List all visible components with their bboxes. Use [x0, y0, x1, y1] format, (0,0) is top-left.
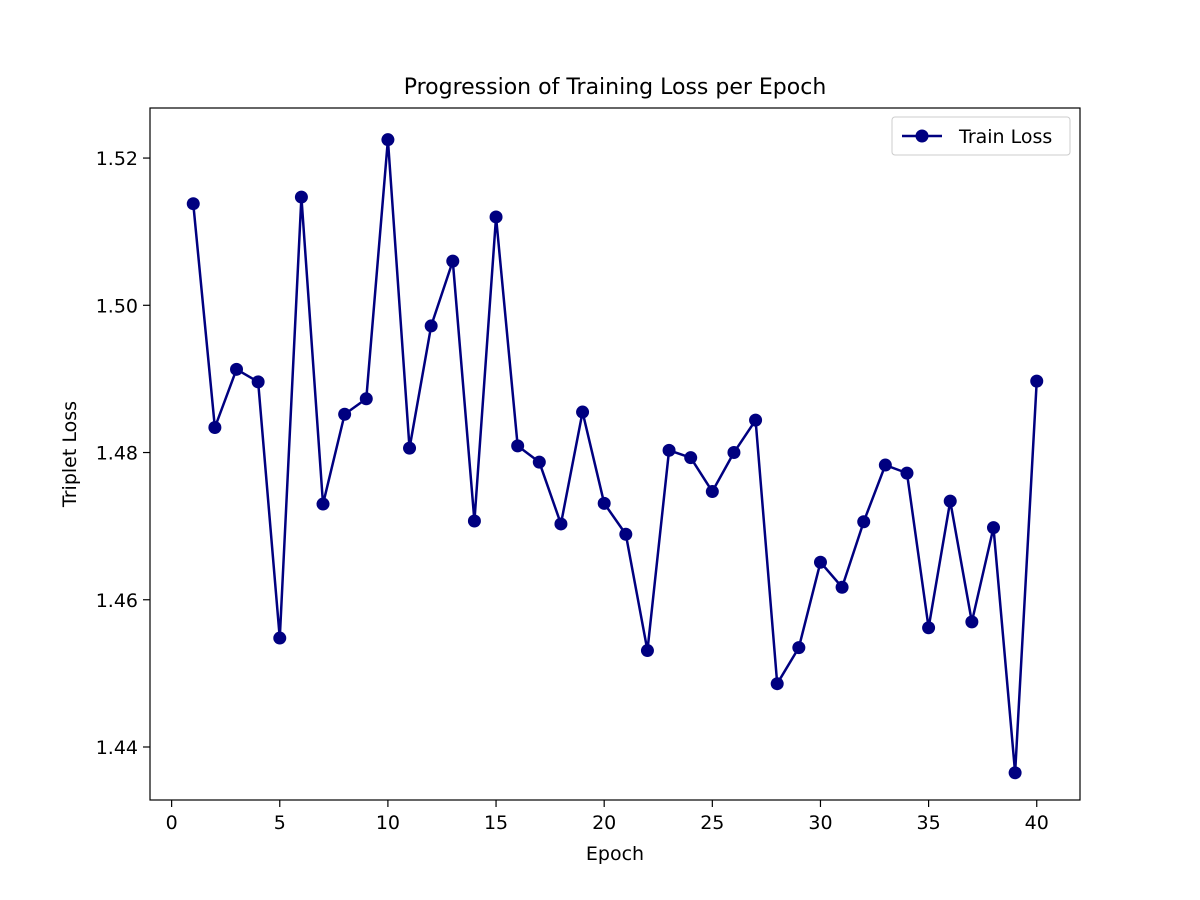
x-tick-label: 40 — [1025, 812, 1049, 834]
data-point — [424, 319, 438, 333]
y-axis-ticks: 1.44 1.46 1.48 1.50 1.52 — [96, 148, 150, 759]
x-tick-label: 10 — [376, 812, 400, 834]
data-point — [532, 455, 546, 469]
data-point — [1030, 374, 1044, 388]
plot-frame — [149, 107, 1081, 801]
x-tick-label: 15 — [484, 812, 508, 834]
data-point — [186, 197, 200, 211]
x-axis-label: Epoch — [586, 843, 644, 865]
data-point — [619, 527, 633, 541]
data-point — [230, 362, 244, 376]
data-point — [727, 446, 741, 460]
data-point — [943, 494, 957, 508]
data-point — [576, 405, 590, 419]
data-point — [316, 497, 330, 511]
x-tick-label: 5 — [274, 812, 286, 834]
chart-title: Progression of Training Loss per Epoch — [404, 75, 827, 100]
data-point — [835, 580, 849, 594]
data-point — [662, 443, 676, 457]
y-tick-label: 1.46 — [96, 590, 138, 612]
data-point — [986, 521, 1000, 535]
data-point — [381, 133, 395, 147]
legend-marker-sample — [915, 129, 929, 143]
data-point — [597, 496, 611, 510]
x-tick-label: 20 — [592, 812, 616, 834]
series-line-train-loss — [192, 138, 1038, 775]
y-tick-label: 1.44 — [96, 737, 138, 759]
data-point — [446, 254, 460, 268]
data-point — [208, 421, 222, 434]
y-tick-label: 1.52 — [96, 148, 138, 170]
data-point — [878, 458, 892, 472]
data-point — [511, 439, 525, 453]
data-point — [922, 621, 936, 635]
data-point — [749, 413, 763, 427]
y-axis-label: Triplet Loss — [59, 401, 81, 508]
data-point — [684, 451, 698, 465]
legend-label: Train Loss — [958, 126, 1052, 148]
x-tick-label: 25 — [700, 812, 724, 834]
data-point — [770, 677, 784, 691]
x-tick-label: 30 — [808, 812, 832, 834]
data-point — [554, 517, 568, 531]
x-tick-label: 0 — [166, 812, 178, 834]
y-tick-label: 1.48 — [96, 443, 138, 465]
data-point — [294, 190, 308, 204]
data-point — [359, 392, 373, 406]
data-point — [251, 375, 265, 389]
legend-box — [891, 116, 1071, 156]
data-point — [792, 641, 806, 655]
data-point — [705, 485, 719, 499]
data-point — [857, 515, 871, 529]
data-point — [965, 615, 979, 629]
data-point — [813, 555, 827, 569]
data-point — [489, 210, 503, 224]
data-point — [900, 466, 914, 480]
data-point — [403, 441, 417, 455]
y-tick-label: 1.50 — [96, 295, 138, 317]
legend: Train Loss — [891, 116, 1071, 156]
data-point — [338, 407, 352, 421]
x-axis-ticks: 0 5 10 15 20 25 30 35 40 — [166, 800, 1049, 834]
series-layer — [186, 133, 1044, 780]
data-point — [467, 514, 481, 528]
data-point — [640, 644, 654, 658]
data-point — [273, 631, 287, 645]
data-point — [1008, 766, 1022, 780]
x-tick-label: 35 — [917, 812, 941, 834]
